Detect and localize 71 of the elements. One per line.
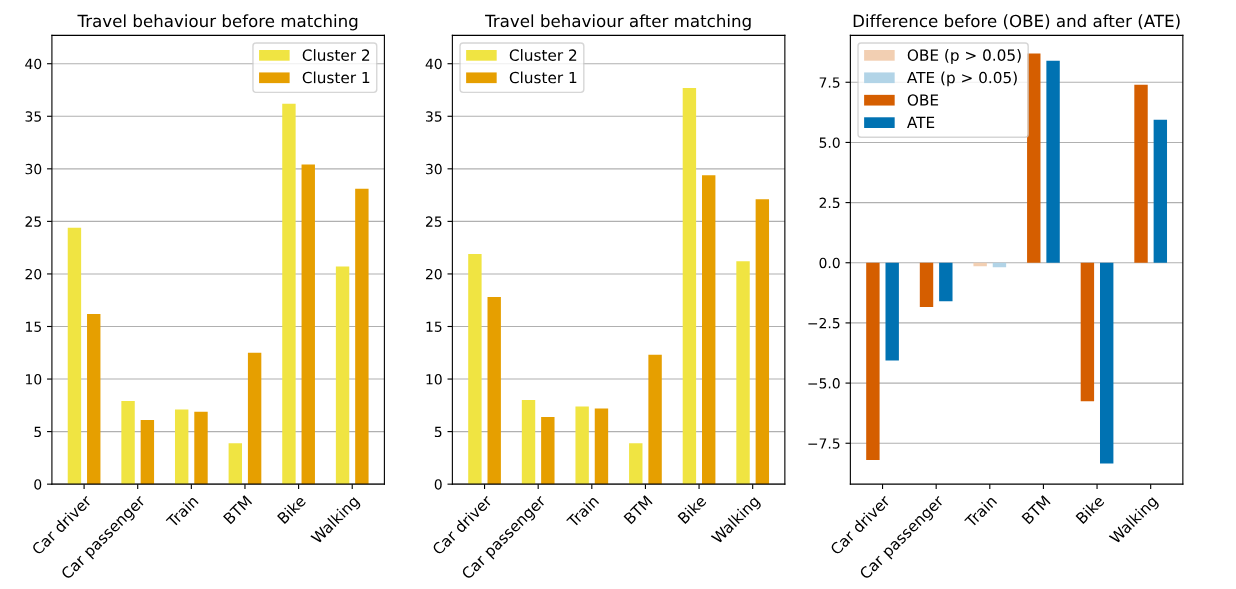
y-tick-label: 35 [25,111,41,122]
bar [174,409,189,485]
y-tick-label: 15 [426,321,442,332]
y-tick-label: −7.5 [808,438,840,449]
y-tick-label: 30 [25,163,42,175]
bar [121,401,135,485]
bar [282,103,296,485]
y-tick-label: 35 [426,111,442,122]
legend-label: ATE [907,116,935,128]
legend-label: OBE [907,94,939,106]
bar [355,188,369,485]
bar [1100,262,1114,464]
bar [468,253,482,485]
legend-label: OBE (p > 0.05) [907,49,1021,64]
bar [755,199,770,485]
bar [736,261,750,485]
y-tick-label: 5 [34,426,41,438]
bar [919,262,934,308]
bar [67,227,82,485]
bar [194,411,208,485]
bar [1046,60,1060,263]
y-tick-label: 25 [426,216,442,227]
y-tick-label: −5.0 [808,378,840,389]
bar [702,175,716,485]
bar [140,420,155,485]
bar [648,354,662,485]
legend-label: Cluster 2 [302,49,370,61]
bar [1134,84,1148,263]
bar [247,352,262,485]
y-tick-label: 15 [26,321,41,332]
y-tick-label: 25 [25,216,41,227]
bar [682,87,697,485]
y-tick-label: 40 [25,58,42,70]
legend-label: Cluster 2 [509,49,577,61]
y-tick-label: 10 [26,374,42,385]
bar [1080,262,1095,402]
legend-label: Cluster 1 [509,71,577,84]
y-tick-label: 2.5 [819,197,840,209]
bar [1027,53,1041,263]
bar [973,262,987,267]
y-tick-label: −2.5 [808,317,840,329]
y-tick-label: 20 [426,268,442,280]
y-tick-label: 5.0 [819,137,840,148]
bar [487,297,501,485]
legend-label: ATE (p > 0.05) [907,71,1017,87]
bar [1153,119,1168,263]
bar [575,406,589,485]
bar [335,266,350,485]
chart-title: Travel behaviour before matching [77,14,358,31]
chart-title: Travel behaviour after matching [485,14,751,31]
bar [301,164,315,485]
legend-label: Cluster 1 [302,71,370,84]
bar [866,262,880,461]
bar [939,262,953,302]
y-tick-label: 10 [426,374,442,385]
bar [629,443,643,485]
y-tick-label: 40 [425,58,442,70]
y-tick-label: 20 [25,268,42,280]
chart-title: Difference before (OBE) and after (ATE) [853,14,1180,30]
y-tick-label: 30 [426,163,442,175]
bar [521,400,536,485]
y-tick-label: 5 [434,426,442,438]
y-tick-label: 0 [34,479,42,490]
y-tick-label: 7.5 [819,77,840,88]
bar [87,313,101,485]
bar [541,416,555,485]
y-tick-label: 0 [434,479,442,490]
bar [594,408,609,485]
y-tick-label: 0.0 [819,257,840,269]
bar [228,443,243,485]
bar [885,262,899,361]
